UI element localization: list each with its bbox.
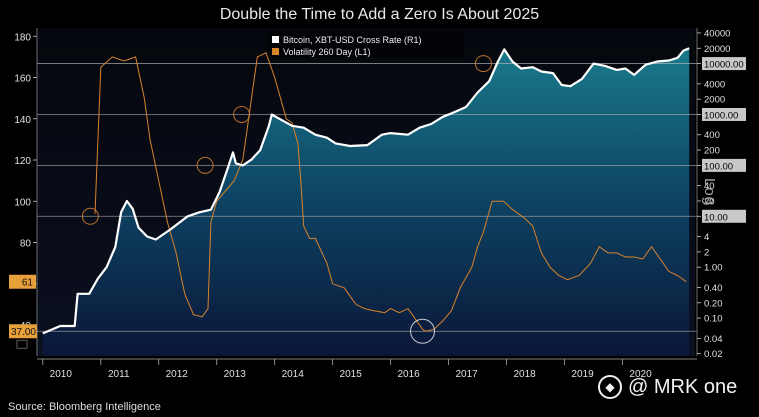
x-tick-label: 2015 bbox=[340, 369, 363, 380]
x-tick-label: 2010 bbox=[50, 369, 73, 380]
legend-label-1: Bitcoin, XBT-USD Cross Rate (R1) bbox=[283, 35, 422, 45]
legend-swatch-1 bbox=[272, 36, 279, 43]
volatility-line bbox=[94, 52, 687, 332]
right-tick-label: 0.04 bbox=[704, 334, 723, 345]
source-note: Source: Bloomberg Intelligence bbox=[8, 401, 161, 413]
annotation-circle-5 bbox=[410, 318, 436, 344]
right-tick-label: 100.00 bbox=[704, 161, 733, 172]
annotation-circle-3 bbox=[233, 105, 251, 123]
right-tick-highlight bbox=[702, 107, 746, 121]
chart-title: Double the Time to Add a Zero Is About 2… bbox=[219, 6, 540, 23]
right-tick-label: 2000 bbox=[704, 95, 725, 106]
x-tick-label: 2020 bbox=[629, 369, 652, 380]
annotation-circle-2 bbox=[196, 156, 214, 174]
annotation-circle-1 bbox=[81, 207, 99, 225]
x-tick-label: 2013 bbox=[224, 369, 247, 380]
annotation-circle-4 bbox=[474, 55, 492, 73]
resize-handle-icon bbox=[16, 339, 28, 349]
right-tick-label: 2 bbox=[704, 247, 709, 258]
right-tick-label: 0.40 bbox=[704, 283, 723, 294]
right-tick-label: 4 bbox=[704, 232, 709, 243]
right-tick-label: 0.02 bbox=[704, 349, 723, 360]
min-volatility-value: 37.00 bbox=[11, 327, 36, 338]
right-tick-label: 200 bbox=[704, 146, 720, 157]
right-tick-label: 0.20 bbox=[704, 298, 723, 309]
left-tick-label: 120 bbox=[14, 156, 31, 167]
right-tick-label: 20 bbox=[704, 196, 715, 207]
right-tick-highlight bbox=[702, 209, 746, 223]
binance-logo-icon: ◆ bbox=[598, 375, 622, 399]
left-tick-label: 160 bbox=[14, 74, 31, 85]
current-volatility-value: 61 bbox=[22, 278, 34, 289]
right-tick-label: 4000 bbox=[704, 79, 725, 90]
right-tick-label: 10000.00 bbox=[704, 60, 744, 71]
right-tick-label: 40 bbox=[704, 181, 715, 192]
min-volatility-badge bbox=[9, 324, 37, 339]
right-tick-label: 1.00 bbox=[704, 263, 723, 274]
right-tick-label: 400 bbox=[704, 130, 720, 141]
right-tick-highlight bbox=[702, 158, 746, 172]
x-tick-label: 2016 bbox=[398, 369, 421, 380]
bitcoin-area-fill bbox=[42, 48, 690, 357]
right-tick-label: 0.10 bbox=[704, 314, 723, 325]
x-tick-label: 2011 bbox=[108, 369, 130, 380]
x-tick-label: 2014 bbox=[282, 369, 305, 380]
left-tick-label: 180 bbox=[14, 32, 31, 43]
left-tick-label: 140 bbox=[14, 115, 31, 126]
right-axis-title: Log bbox=[701, 178, 718, 207]
right-tick-label: 20000 bbox=[704, 44, 730, 55]
x-tick-label: 2012 bbox=[166, 369, 189, 380]
watermark: ◆ @ MRK one bbox=[598, 375, 737, 399]
left-tick-label: 80 bbox=[20, 239, 32, 250]
x-tick-label: 2018 bbox=[513, 369, 536, 380]
legend-box bbox=[268, 31, 464, 58]
legend-swatch-2 bbox=[272, 48, 279, 55]
x-tick-label: 2019 bbox=[571, 369, 594, 380]
right-tick-label: 10.00 bbox=[704, 212, 728, 223]
current-volatility-badge bbox=[9, 274, 36, 289]
legend-label-2: Volatility 260 Day (L1) bbox=[283, 47, 371, 57]
watermark-text: @ MRK one bbox=[628, 375, 738, 398]
right-tick-label: 40000 bbox=[704, 28, 730, 39]
left-tick-label: 100 bbox=[14, 197, 31, 208]
right-tick-highlight bbox=[702, 57, 746, 71]
bitcoin-line bbox=[42, 47, 690, 335]
x-tick-label: 2017 bbox=[455, 369, 478, 380]
right-tick-label: 1000.00 bbox=[704, 110, 738, 121]
